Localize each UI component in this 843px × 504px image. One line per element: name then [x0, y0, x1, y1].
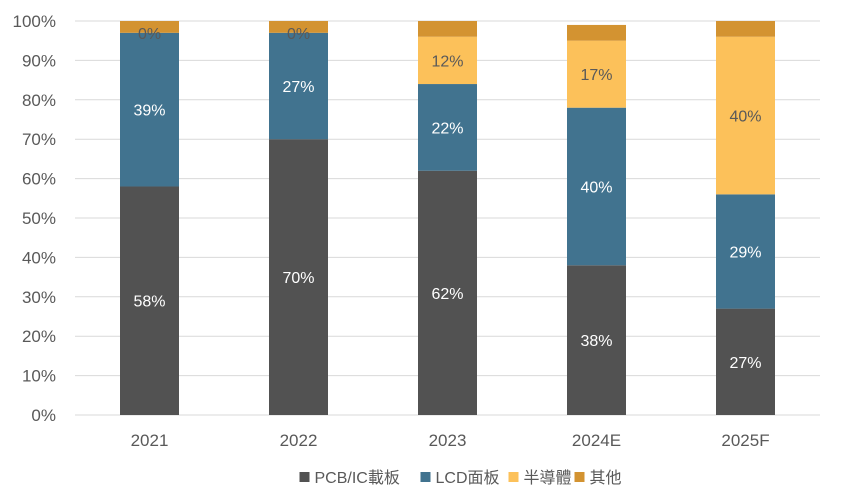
legend-item: 半導體 — [508, 468, 572, 487]
bar-segment — [567, 265, 626, 415]
legend-item: PCB/IC載板 — [299, 469, 400, 487]
y-axis: 0% 10% 20% 30% 40% 50% 60% 70% 80% 90% 100% — [13, 12, 56, 425]
y-tick-label: 90% — [22, 51, 56, 70]
legend-item: LCD面板 — [420, 469, 500, 487]
legend-item: 其他 — [574, 469, 622, 487]
legend-label: 其他 — [590, 469, 622, 487]
x-tick-label: 2024E — [572, 431, 621, 450]
bar-segment — [418, 84, 477, 171]
bar-segment — [269, 139, 328, 415]
bar-segment — [120, 32, 179, 187]
data-label: 27% — [729, 355, 761, 372]
data-label: 0% — [138, 26, 161, 43]
bar-segment — [567, 24, 626, 41]
data-label: 38% — [580, 333, 612, 350]
x-tick-label: 2021 — [131, 431, 169, 450]
y-tick-label: 20% — [22, 327, 56, 346]
y-tick-label: 30% — [22, 288, 56, 307]
y-tick-label: 70% — [22, 130, 56, 149]
x-axis: 2021 2022 2023 2024E 2025F — [131, 431, 770, 450]
bars — [120, 21, 775, 415]
bar-segment — [269, 32, 328, 140]
y-tick-label: 10% — [22, 367, 56, 386]
data-label: 40% — [580, 179, 612, 196]
legend-label: PCB/IC載板 — [315, 469, 400, 487]
data-label: 12% — [431, 53, 463, 70]
data-labels: 58% 39% 0% 70% 27% 0% 62% 22% 12% 38% 40% 17% 27% 29%… — [133, 26, 761, 372]
data-label: 17% — [580, 67, 612, 84]
y-tick-label: 0% — [31, 406, 56, 425]
data-label: 58% — [133, 294, 165, 311]
legend-label: 半導體 — [524, 468, 572, 487]
bar-segment — [567, 40, 626, 108]
x-tick-label: 2023 — [429, 431, 467, 450]
bar-segment — [418, 21, 477, 37]
data-label: 29% — [729, 244, 761, 261]
data-label: 40% — [729, 109, 761, 126]
y-tick-label: 40% — [22, 248, 56, 267]
legend: PCB/IC載板 LCD面板 半導體 其他 — [299, 468, 622, 487]
data-label: 22% — [431, 120, 463, 137]
legend-swatch — [574, 472, 585, 482]
bar-segment — [120, 186, 179, 415]
x-tick-label: 2025F — [721, 431, 769, 450]
y-tick-label: 60% — [22, 170, 56, 189]
data-label: 0% — [287, 26, 310, 43]
bar-segment — [716, 194, 775, 309]
bar-segment — [716, 308, 775, 415]
x-tick-label: 2022 — [280, 431, 318, 450]
y-tick-label: 100% — [13, 12, 56, 31]
y-tick-label: 50% — [22, 209, 56, 228]
legend-swatch — [420, 472, 431, 482]
bar-segment — [716, 21, 775, 37]
legend-label: LCD面板 — [436, 469, 500, 487]
bar-segment — [120, 21, 179, 33]
legend-swatch — [508, 472, 519, 482]
bar-segment — [418, 36, 477, 85]
bar-segment — [418, 170, 477, 415]
bar-segment — [269, 21, 328, 33]
legend-swatch — [299, 472, 310, 482]
data-label: 62% — [431, 286, 463, 303]
y-tick-label: 80% — [22, 91, 56, 110]
data-label: 70% — [282, 270, 314, 287]
data-label: 39% — [133, 103, 165, 120]
bar-segment — [716, 36, 775, 195]
data-label: 27% — [282, 79, 314, 96]
bar-segment — [567, 107, 626, 266]
